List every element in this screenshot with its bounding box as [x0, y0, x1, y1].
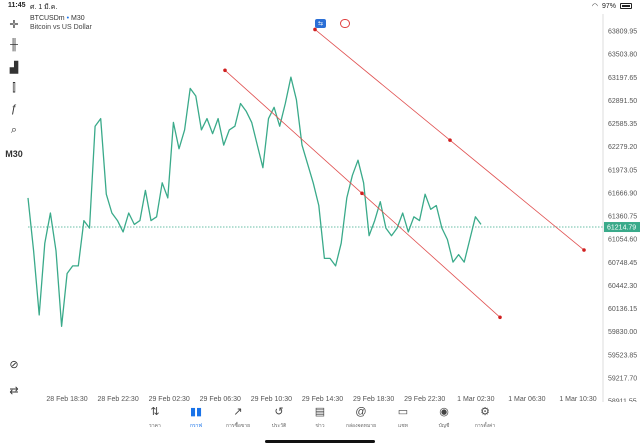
status-date: ศ. 1 มี.ค. — [30, 4, 58, 11]
nav-settings[interactable]: ⚙ การตั้งค่า — [465, 404, 505, 438]
chat-icon: ▭ — [397, 406, 409, 418]
indicator-toggle-icon[interactable] — [340, 19, 350, 28]
news-icon: ▤ — [314, 406, 326, 418]
price-series-line — [27, 76, 482, 327]
symbol-name: BTCUSDm — [30, 15, 65, 22]
time-tick-label: 29 Feb 14:30 — [302, 396, 343, 402]
time-tick-label: 1 Mar 10:30 — [559, 396, 596, 402]
chart-icon: ▮▮ — [189, 406, 203, 418]
time-tick-label: 28 Feb 22:30 — [97, 396, 138, 402]
current-price-label: 61214.79 — [607, 225, 636, 232]
time-tick-label: 29 Feb 10:30 — [251, 396, 292, 402]
settings-icon: ⚙ — [480, 406, 490, 418]
trade-toggle-icon[interactable]: ⇄ — [9, 384, 19, 397]
nav-accounts[interactable]: ◉ บัญชี — [424, 404, 464, 438]
symbol-description: Bitcoin vs US Dollar — [30, 24, 92, 31]
timeframe-button[interactable]: M30 — [5, 149, 23, 159]
indicators-icon[interactable]: ⫿ — [12, 81, 16, 94]
trendline-anchor-point — [360, 191, 364, 196]
nav-label: การซื้อขาย — [225, 423, 251, 429]
nav-label: แชท — [398, 423, 408, 429]
price-tick-label: 62585.35 — [608, 121, 637, 128]
nav-label: ประวัติ — [271, 423, 287, 429]
trendline-anchor-point — [498, 315, 502, 320]
function-icon[interactable]: ƒ — [10, 103, 18, 115]
time-tick-label: 1 Mar 06:30 — [508, 396, 545, 402]
crosshair-icon[interactable]: ✛ — [9, 18, 19, 31]
price-tick-label: 60136.15 — [608, 306, 637, 313]
trendline-anchor-point — [582, 248, 586, 252]
nav-label: กล่องจดหมาย — [345, 423, 377, 429]
nav-chart[interactable]: ▮▮ กราฟ — [176, 404, 216, 438]
nav-mailbox[interactable]: @ กล่องจดหมาย — [341, 404, 381, 438]
trendline-anchor-point — [223, 68, 227, 73]
price-tick-label: 62279.20 — [608, 144, 637, 151]
nav-label: กราฟ — [189, 423, 203, 429]
price-tick-label: 59523.85 — [608, 352, 637, 359]
home-indicator — [265, 440, 375, 443]
price-tick-label: 61360.75 — [608, 214, 637, 221]
current-price-tag — [604, 222, 640, 233]
nav-quotes[interactable]: ⇅ ราคา — [135, 404, 175, 438]
nav-label: ข่าว — [315, 423, 325, 429]
price-tick-label: 61054.60 — [608, 237, 637, 244]
price-tick-label: 60748.45 — [608, 260, 637, 267]
price-tick-label: 63809.95 — [608, 29, 637, 36]
price-tick-label: 61973.05 — [608, 167, 637, 174]
time-tick-label: 29 Feb 06:30 — [200, 396, 241, 402]
status-time: 11:45 — [8, 2, 26, 9]
price-tick-label: 63503.80 — [608, 52, 637, 59]
trendline-anchor-point — [313, 27, 317, 32]
one-click-trading-icon[interactable]: ⇆ — [315, 19, 326, 28]
price-tick-label: 59217.70 — [608, 375, 637, 382]
objects-icon[interactable]: ⌕ — [10, 123, 18, 136]
status-bar: 11:45 ศ. 1 มี.ค. ◠ 97% — [0, 0, 640, 12]
time-tick-label: 28 Feb 18:30 — [46, 396, 87, 402]
quotes-icon: ⇅ — [150, 406, 160, 418]
bar-chart-icon[interactable]: ▟ — [9, 61, 19, 74]
candlestick-icon[interactable]: ╫ — [10, 39, 18, 51]
price-tick-label: 58911.55 — [608, 399, 637, 403]
mailbox-icon: @ — [355, 406, 367, 418]
nav-chat[interactable]: ▭ แชท — [383, 404, 423, 438]
price-chart[interactable]: 63809.95 63503.80 63197.65 62891.50 62585.35… — [0, 0, 640, 402]
nav-label: การตั้งค่า — [474, 423, 496, 429]
nav-history[interactable]: ↺ ประวัติ — [259, 404, 299, 438]
separator-dot: • — [66, 15, 70, 22]
nav-label: บัญชี — [438, 423, 450, 429]
history-icon: ↺ — [274, 406, 284, 418]
price-tick-label: 61666.90 — [608, 190, 637, 197]
price-tick-label: 62891.50 — [608, 98, 637, 105]
wifi-icon: ◠ — [591, 3, 598, 10]
nav-label: ราคา — [149, 423, 161, 429]
bottom-navigation: ⇅ ราคา ▮▮ กราฟ ↗ การซื้อขาย ↺ ประวัติ ▤ … — [0, 404, 640, 438]
nav-news[interactable]: ▤ ข่าว — [300, 404, 340, 438]
battery-percent: 97% — [601, 2, 616, 10]
chart-badges: ⇆ — [315, 19, 350, 28]
time-tick-label: 29 Feb 22:30 — [404, 396, 445, 402]
trendline-anchor-point — [448, 138, 452, 142]
left-toolbar: ✛ ╫ ▟ ⫿ ƒ ⌕ M30 ⊘ ⇄ — [0, 12, 28, 402]
price-tick-label: 59830.00 — [608, 329, 637, 336]
battery-icon — [620, 3, 632, 9]
price-tick-label: 63197.65 — [608, 75, 637, 82]
trade-icon: ↗ — [233, 406, 243, 418]
time-tick-label: 29 Feb 02:30 — [149, 396, 190, 402]
time-tick-label: 1 Mar 02:30 — [457, 396, 494, 402]
time-tick-label: 29 Feb 18:30 — [353, 396, 394, 402]
price-tick-label: 60442.30 — [608, 283, 637, 290]
chart-search-icon[interactable]: ⊘ — [9, 358, 19, 371]
status-indicators: ◠ 97% — [592, 2, 632, 10]
accounts-icon: ◉ — [439, 406, 449, 418]
symbol-timeframe: M30 — [70, 15, 85, 22]
symbol-title: BTCUSDm • M30 — [30, 15, 85, 22]
nav-trade[interactable]: ↗ การซื้อขาย — [218, 404, 258, 438]
